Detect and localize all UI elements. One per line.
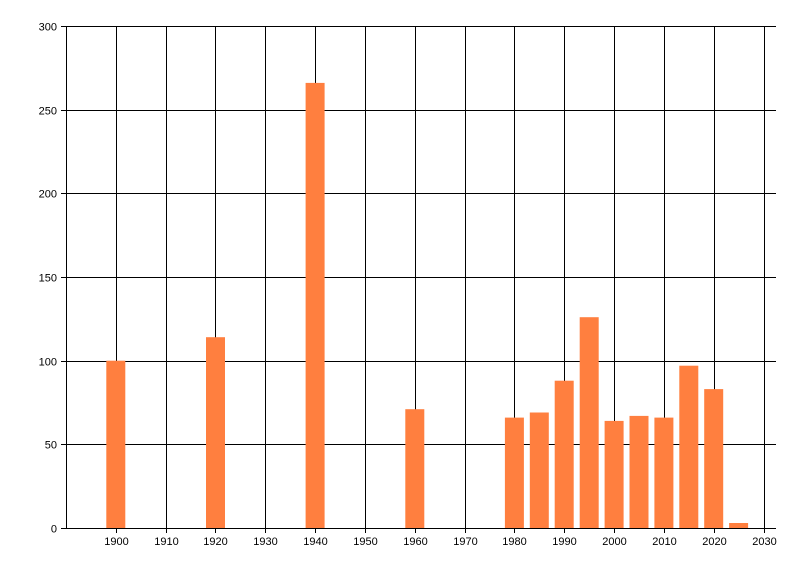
bar: [579, 317, 599, 528]
bar: [679, 365, 699, 528]
bar: [729, 523, 749, 528]
x-tick-label: 1990: [552, 536, 576, 548]
y-tick-label: 100: [39, 357, 57, 369]
bar: [106, 360, 126, 528]
bar: [405, 409, 425, 528]
bar: [604, 420, 624, 528]
x-tick-label: 1960: [403, 536, 427, 548]
x-tick-label: 2020: [702, 536, 726, 548]
x-tick-label: 1970: [453, 536, 477, 548]
x-tick-label: 1930: [253, 536, 277, 548]
bar: [629, 415, 649, 528]
x-tick-label: 1940: [303, 536, 327, 548]
bar: [554, 380, 574, 528]
bar: [305, 82, 325, 529]
x-tick-label: 2030: [752, 536, 776, 548]
x-tick-label: 1900: [104, 536, 128, 548]
bar: [529, 412, 549, 528]
bar: [206, 337, 225, 528]
x-tick-label: 1910: [154, 536, 178, 548]
x-tick-label: 1920: [203, 536, 227, 548]
y-tick-label: 150: [39, 273, 57, 285]
y-tick-label: 200: [39, 189, 57, 201]
tick-labels: 0 50 100 150 200 250 300 1900 1910 1920 1930 1940 19…: [39, 22, 777, 549]
bar: [704, 389, 724, 528]
x-tick-label: 2010: [652, 536, 676, 548]
axes: [61, 26, 776, 533]
bar: [504, 417, 524, 528]
x-tick-label: 2000: [602, 536, 626, 548]
y-tick-label: 250: [39, 106, 57, 118]
y-tick-label: 300: [39, 22, 57, 34]
y-tick-label: 0: [51, 524, 57, 536]
bar: [654, 417, 674, 528]
bars: [106, 82, 749, 529]
y-tick-label: 50: [45, 440, 57, 452]
x-tick-label: 1950: [353, 536, 377, 548]
x-tick-label: 1980: [502, 536, 526, 548]
